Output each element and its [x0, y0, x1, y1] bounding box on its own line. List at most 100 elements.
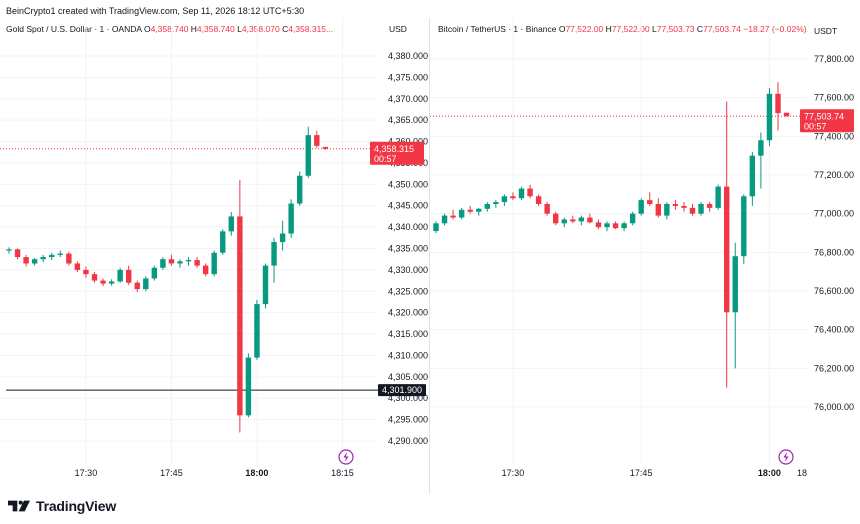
btc-candle-body [561, 219, 567, 224]
gold-candle-body [211, 252, 217, 275]
btc-candle-body [612, 223, 619, 229]
lightning-icon[interactable] [778, 449, 794, 465]
btc-y-tick-label: 76,600.00 [814, 286, 854, 296]
gold-y-tick-label: 4,290.000 [388, 436, 428, 446]
gold-candle-body [202, 265, 209, 275]
btc-candle-body [741, 196, 747, 257]
btc-countdown-label: 00:57 [804, 121, 827, 131]
gold-y-tick-label: 4,375.000 [388, 72, 428, 82]
gold-candle-body [23, 257, 29, 264]
gold-candle-body [100, 280, 106, 284]
gold-candle-body [245, 357, 252, 416]
gold-chart-svg[interactable]: 4,380.000 4,375.000 4,370.000 4,365.000 4,36… [0, 18, 430, 494]
gold-x-tick-label: 18:15 [331, 468, 354, 478]
gold-candle-body [254, 304, 260, 358]
btc-y-tick-label: 77,800.00 [814, 54, 854, 64]
btc-candle-body [441, 215, 448, 224]
btc-symbol: Bitcoin / TetherUS · 1 · Binance [438, 24, 557, 34]
gold-close: 4,358.315... [288, 24, 334, 34]
btc-candle-body [570, 219, 576, 222]
gold-low-label: L [237, 24, 242, 34]
gold-candle-body [237, 216, 243, 416]
gold-currency: USD [389, 24, 407, 34]
gold-candle-body [160, 259, 166, 268]
tradingview-logo-icon [8, 500, 30, 512]
gold-last-price-badge [370, 141, 424, 165]
gold-high: 4,358.740 [196, 24, 235, 34]
gold-legend: Gold Spot / U.S. Dollar · 1 · OANDA O 4,3… [6, 24, 333, 34]
btc-open: 77,522.00 [565, 24, 604, 34]
gold-last-price-label: 4,358.315 [374, 144, 414, 154]
btc-candle-body [535, 196, 542, 204]
gold-y-tick-label: 4,345.000 [388, 201, 428, 211]
btc-candle-body [544, 204, 550, 214]
btc-high: 77,522.00 [611, 24, 650, 34]
lightning-icon[interactable] [338, 449, 354, 465]
btc-candle-body [681, 205, 687, 208]
gold-candle-body [40, 257, 46, 260]
btc-x-tick-label: 18:00 [758, 468, 781, 478]
gold-y-tick-label: 4,350.000 [388, 179, 428, 189]
gold-y-tick-label: 4,365.000 [388, 115, 428, 125]
btc-y-tick-label: 77,400.00 [814, 131, 854, 141]
lightning-icon-bolt [343, 452, 349, 462]
gold-low: 4,358.070 [241, 24, 280, 34]
btc-chart-panel[interactable]: Bitcoin / TetherUS · 1 · Binance O77,522… [430, 18, 860, 494]
tradingview-brand-text: TradingView [36, 498, 117, 514]
gold-candle-body [31, 259, 38, 264]
gold-x-tick-label: 17:45 [160, 468, 183, 478]
gold-candle-body [177, 261, 183, 264]
btc-change: −18.27 (−0.02%) [743, 24, 807, 34]
btc-candle-body [766, 93, 773, 141]
gold-y-tick-label: 4,310.000 [388, 350, 428, 360]
btc-candle-body [578, 217, 585, 222]
btc-candle-body [510, 196, 516, 199]
btc-currency: USDT [814, 26, 838, 36]
gold-y-tick-label: 4,360.000 [388, 137, 428, 147]
btc-low: 77,503.73 [656, 24, 695, 34]
gold-candle-body [262, 265, 269, 305]
gold-y-tick-label: 4,325.000 [388, 286, 428, 296]
btc-y-tick-label: 76,400.00 [814, 325, 854, 335]
btc-y-tick-label: 77,600.00 [814, 93, 854, 103]
btc-candle-body [527, 188, 533, 197]
tradingview-logo[interactable]: TradingView [8, 495, 116, 517]
gold-candle-body [143, 278, 149, 290]
btc-candle-body [467, 209, 473, 212]
gold-candle-body [83, 269, 89, 275]
gold-candle-body [57, 253, 63, 255]
chart-attribution: BeinCrypto1 created with TradingView.com… [6, 6, 305, 16]
btc-candle-body [518, 188, 525, 199]
gold-symbol: Gold Spot / U.S. Dollar · 1 · OANDA [6, 24, 142, 34]
btc-last-price-label: 77,503.74 [804, 111, 844, 121]
gold-candle-body [49, 254, 55, 258]
btc-x-tick-label: 18 [797, 468, 807, 478]
btc-y-tick-label: 76,000.00 [814, 402, 854, 412]
gold-candle-body [271, 242, 277, 266]
gold-y-tick-label: 4,370.000 [388, 94, 428, 104]
gold-candle-body [91, 274, 98, 281]
gold-candle-body [14, 249, 21, 258]
gold-y-tick-label: 4,315.000 [388, 329, 428, 339]
gold-close-label: C [282, 24, 289, 34]
btc-candle-body [595, 222, 602, 228]
btc-candle-body [749, 155, 756, 197]
gold-high-label: H [190, 24, 197, 34]
btc-candle-body [783, 112, 790, 117]
gold-open-label: O [143, 24, 151, 34]
gold-candle-body [126, 269, 132, 283]
btc-legend: Bitcoin / TetherUS · 1 · Binance O77,522… [438, 24, 807, 34]
btc-candle-body [621, 223, 627, 229]
gold-y-tick-label: 4,330.000 [388, 265, 428, 275]
btc-chart-svg[interactable]: 77,800.00 77,600.00 77,400.00 77,200.00 77,0… [430, 18, 860, 494]
btc-candle-body [732, 256, 738, 313]
btc-candle-body [587, 217, 593, 223]
btc-candle-body [664, 204, 670, 216]
btc-candle-body [715, 186, 721, 208]
btc-candle-body [604, 223, 610, 228]
btc-candle-body [758, 140, 764, 156]
btc-last-price-badge [800, 109, 854, 133]
gold-candle-body [66, 253, 72, 264]
btc-candle-body [647, 200, 653, 204]
gold-chart-panel[interactable]: Gold Spot / U.S. Dollar · 1 · OANDA O 4,3… [0, 18, 430, 494]
